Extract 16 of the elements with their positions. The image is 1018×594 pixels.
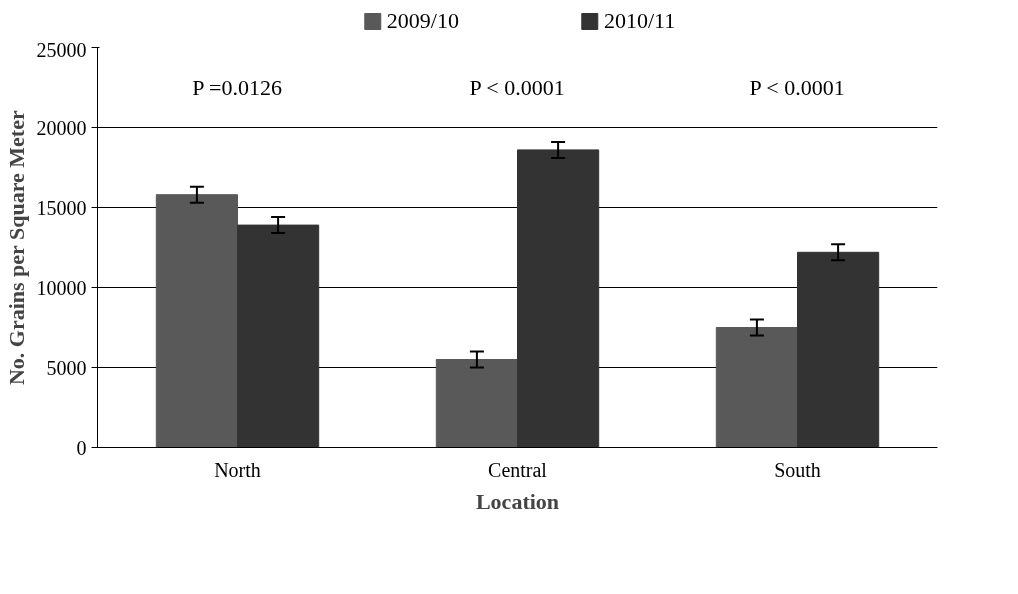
x-axis-title: Location <box>475 488 560 514</box>
legend-label: 2010/11 <box>603 8 676 34</box>
y-tick-label: 10000 <box>36 276 87 299</box>
annotation: P < 0.0001 <box>749 74 845 100</box>
legend-label: 2009/10 <box>386 8 459 34</box>
x-tick-label: Central <box>488 458 548 481</box>
annotation: P =0.0126 <box>192 74 283 100</box>
y-axis-title: No. Grains per Square Meter <box>3 110 29 386</box>
y-tick-label: 0 <box>76 436 87 459</box>
x-tick-label: North <box>214 458 261 481</box>
annotation: P < 0.0001 <box>469 74 565 100</box>
x-tick-label: South <box>774 458 821 481</box>
y-tick-label: 5000 <box>46 356 87 379</box>
y-tick-label: 20000 <box>36 116 87 139</box>
y-tick-label: 25000 <box>36 38 87 61</box>
y-tick-label: 15000 <box>36 196 87 219</box>
